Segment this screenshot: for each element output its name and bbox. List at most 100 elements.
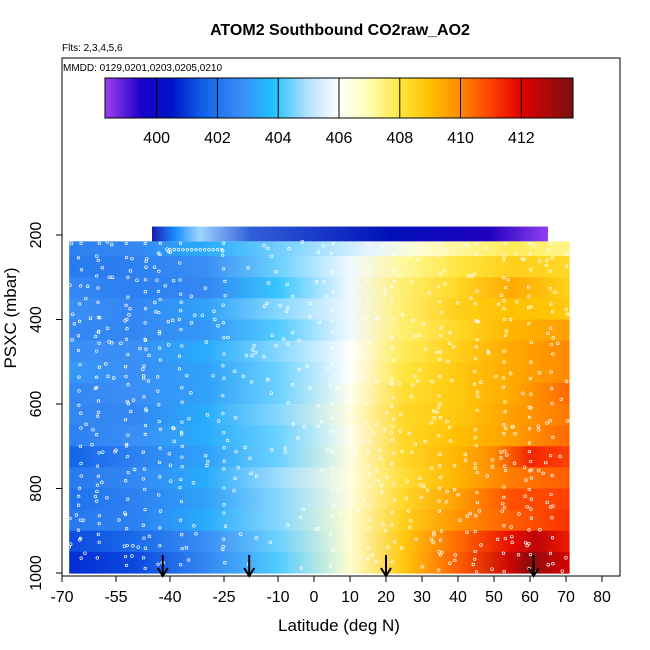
- sample-point: [141, 367, 145, 371]
- sample-point: [222, 486, 226, 490]
- sample-point: [501, 258, 506, 262]
- x-axis: -70 -55 -40 -25 -10 0 10 20 30 40 50 60 70 80: [50, 576, 611, 606]
- sample-point: [189, 390, 193, 395]
- sample-point: [413, 374, 417, 378]
- sample-point: [548, 551, 553, 556]
- sample-point: [438, 241, 442, 246]
- sample-point: [463, 452, 468, 457]
- sample-point: [429, 466, 434, 470]
- sample-point: [223, 294, 227, 298]
- sample-point: [553, 290, 557, 294]
- sample-point: [528, 252, 532, 256]
- sample-point: [141, 556, 146, 560]
- sample-point: [135, 278, 139, 282]
- sample-point: [69, 241, 74, 246]
- sample-point: [329, 532, 333, 536]
- colorbar: 400 402 404 406 408 410 412: [104, 77, 574, 147]
- sample-point: [144, 347, 148, 351]
- sample-point: [439, 310, 443, 315]
- sample-point: [143, 423, 148, 428]
- sample-point: [124, 444, 129, 448]
- sample-point: [266, 281, 271, 285]
- sample-point: [503, 468, 508, 473]
- sample-point: [538, 528, 542, 532]
- curtain-layer: [69, 446, 570, 468]
- sample-point: [473, 461, 477, 466]
- sample-point: [551, 352, 555, 356]
- sample-point: [525, 543, 529, 548]
- sample-point: [527, 415, 532, 420]
- sample-point: [95, 464, 100, 468]
- sample-point: [93, 334, 98, 339]
- x-tick-label: 30: [413, 589, 431, 606]
- sample-point: [564, 307, 569, 312]
- sample-point: [180, 546, 184, 551]
- sample-point: [180, 420, 184, 424]
- sample-point: [158, 509, 163, 513]
- sample-point: [508, 317, 513, 322]
- sample-point: [124, 241, 129, 246]
- sample-point: [143, 241, 147, 246]
- sample-point: [266, 246, 270, 251]
- sample-point: [222, 352, 226, 356]
- sample-point: [473, 529, 477, 534]
- sample-point: [520, 257, 525, 261]
- sample-point: [341, 525, 346, 529]
- sample-point: [189, 320, 194, 325]
- sample-point: [409, 394, 414, 399]
- sample-point: [437, 357, 442, 361]
- sample-point: [523, 494, 527, 498]
- sample-point: [222, 430, 226, 435]
- sample-point: [527, 487, 531, 492]
- sample-point: [198, 248, 202, 252]
- y-tick-label: 400: [28, 306, 45, 333]
- sample-point: [431, 540, 435, 545]
- sample-point: [299, 566, 304, 570]
- sample-point: [178, 518, 183, 522]
- sample-point: [544, 460, 548, 465]
- sample-point: [76, 503, 81, 507]
- sample-point: [537, 259, 542, 263]
- sample-point: [74, 513, 79, 517]
- sample-point: [447, 341, 452, 345]
- sample-point: [474, 443, 478, 448]
- sample-point: [123, 418, 128, 422]
- sample-point: [157, 493, 161, 497]
- sample-point: [409, 450, 414, 454]
- sample-point: [222, 446, 226, 450]
- sample-point: [117, 518, 121, 522]
- sample-point: [223, 279, 227, 284]
- sample-point: [390, 560, 394, 564]
- sample-point: [529, 340, 534, 345]
- sample-point: [485, 474, 489, 478]
- sample-point: [560, 569, 565, 573]
- sample-point: [321, 243, 326, 248]
- sample-point: [353, 293, 357, 297]
- sample-point: [527, 542, 531, 546]
- sample-point: [475, 394, 480, 398]
- sample-point: [180, 386, 184, 390]
- sample-point: [177, 367, 182, 371]
- sample-point: [141, 523, 146, 527]
- sample-point: [536, 428, 541, 432]
- sample-point: [184, 546, 189, 550]
- sample-point: [392, 358, 396, 362]
- sample-point: [437, 254, 441, 258]
- sample-point: [221, 241, 226, 246]
- sample-point: [329, 417, 334, 421]
- sample-point: [96, 532, 100, 537]
- sample-point: [549, 241, 553, 246]
- sample-point: [125, 543, 129, 548]
- sample-point: [331, 487, 335, 491]
- sample-point: [549, 370, 553, 374]
- sample-point: [105, 326, 110, 330]
- sample-point: [495, 537, 500, 542]
- sample-point: [331, 514, 335, 518]
- sample-point: [286, 401, 291, 405]
- sample-point: [269, 254, 274, 258]
- sample-point: [252, 344, 256, 348]
- sample-point: [408, 254, 413, 259]
- sample-point: [366, 449, 370, 453]
- curtain-layer: [69, 241, 570, 257]
- sample-point: [390, 523, 394, 527]
